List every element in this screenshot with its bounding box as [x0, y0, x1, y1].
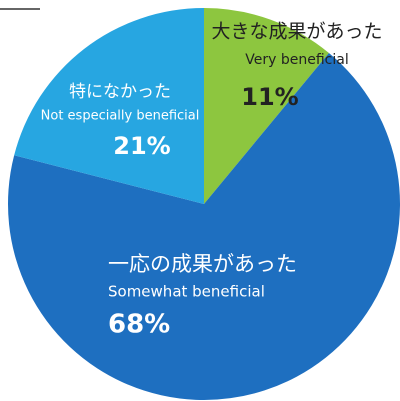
slice-label: 大きな成果があった — [211, 21, 382, 43]
slice-label: 一応の成果があった — [108, 252, 297, 276]
slice — [204, 8, 329, 204]
value-label: 11% — [241, 83, 298, 111]
slice-label: 特になかった — [69, 82, 171, 102]
value-label: 68% — [108, 310, 170, 340]
value-label: 21% — [113, 132, 170, 160]
slice-sublabel: Not especially beneficial — [41, 109, 200, 124]
slice-sublabel: Somewhat beneficial — [108, 283, 265, 301]
slice — [14, 8, 205, 204]
slice — [8, 52, 400, 400]
slice-sublabel: Very beneficial — [245, 52, 348, 68]
